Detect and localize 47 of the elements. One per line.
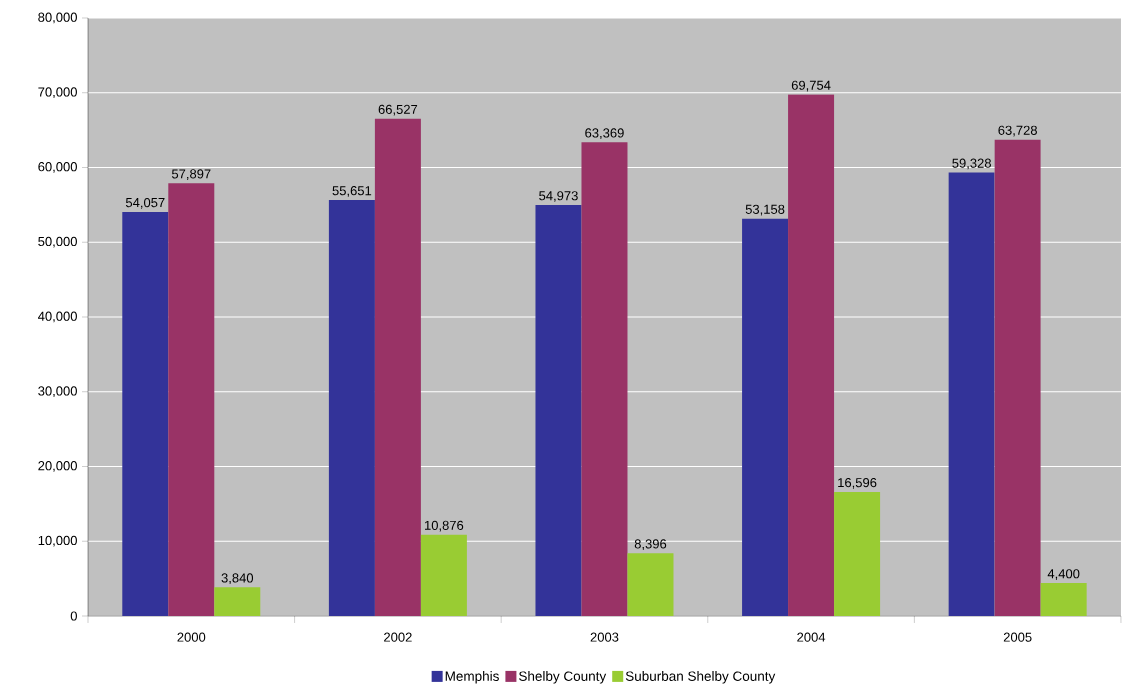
y-tick-label: 0: [70, 611, 77, 621]
bar: [535, 205, 582, 616]
data-label: 16,596: [838, 478, 877, 489]
x-tick-label: 2003: [590, 632, 619, 642]
data-label: 54,973: [539, 191, 578, 202]
bar: [788, 94, 835, 616]
data-label: 4,400: [1047, 569, 1080, 580]
data-label: 59,328: [952, 158, 991, 170]
bar: [1040, 583, 1087, 616]
y-tick-label: 50,000: [38, 236, 77, 248]
x-tick-label: 2004: [797, 632, 826, 642]
y-tick-label: 40,000: [38, 311, 77, 323]
data-label: 57,897: [171, 169, 211, 181]
data-label: 10,876: [425, 520, 464, 532]
data-label: 63,728: [998, 125, 1037, 137]
bar: [994, 139, 1041, 616]
legend-label: Shelby County: [519, 671, 607, 684]
bar: [374, 118, 421, 616]
data-label: 63,369: [585, 128, 624, 140]
data-label: 8,396: [634, 539, 667, 551]
data-label: 54,057: [125, 197, 165, 209]
data-label: 3,840: [221, 573, 254, 585]
bar: [581, 142, 628, 616]
bar: [948, 172, 995, 616]
data-label: 66,527: [378, 104, 418, 116]
y-tick-label: 70,000: [38, 87, 77, 99]
bar: [834, 491, 881, 616]
bar: [122, 211, 169, 616]
bar: [420, 534, 467, 616]
y-tick-label: 60,000: [38, 162, 77, 173]
y-tick-label: 20,000: [38, 461, 77, 472]
y-tick-label: 30,000: [38, 386, 77, 398]
bar: [742, 218, 789, 616]
y-tick-label: 80,000: [38, 12, 77, 24]
data-label: 53,158: [745, 204, 785, 216]
bar: [168, 183, 215, 616]
bar: [214, 587, 261, 616]
y-tick-label: 10,000: [38, 535, 77, 547]
x-tick-label: 2005: [1003, 632, 1032, 642]
x-tick-label: 2000: [177, 632, 206, 642]
x-tick-label: 2002: [384, 632, 412, 642]
bar: [627, 553, 674, 616]
bar: [328, 200, 375, 616]
data-label: 55,651: [332, 186, 372, 197]
legend-label: Memphis: [445, 671, 499, 684]
data-label: 69,754: [791, 80, 831, 92]
legend-label: Suburban Shelby County: [625, 671, 776, 684]
